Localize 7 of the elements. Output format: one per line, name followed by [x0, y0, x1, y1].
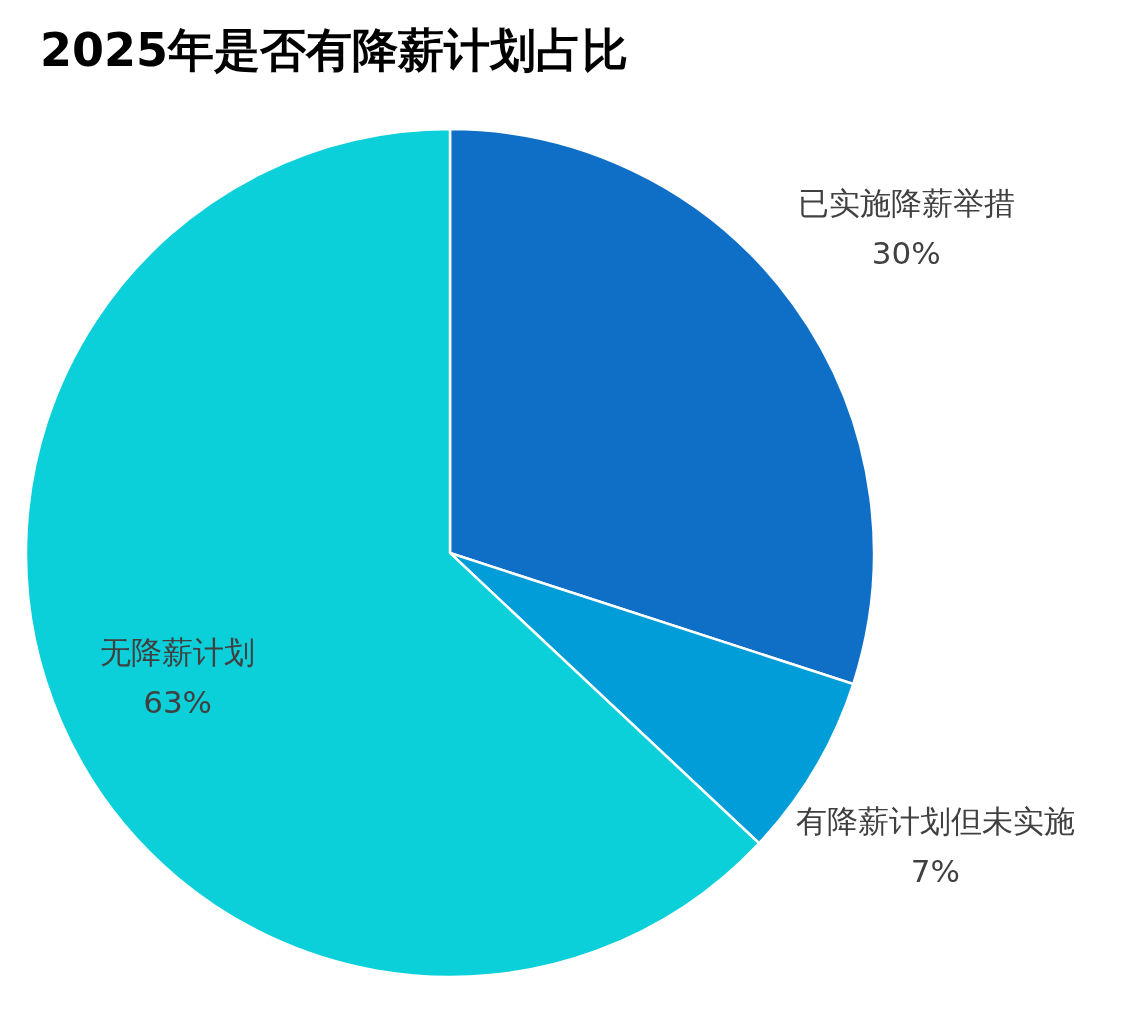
chart-title: 2025年是否有降薪计划占比 — [40, 23, 629, 77]
data-label: 30% — [871, 234, 941, 271]
slice-label: 有降薪计划但未实施 — [795, 803, 1075, 840]
slice-label: 无降薪计划 — [100, 633, 256, 670]
data-label: 63% — [143, 683, 213, 720]
slice-label: 已实施降薪举措 — [797, 184, 1015, 221]
data-label: 7% — [910, 853, 960, 890]
